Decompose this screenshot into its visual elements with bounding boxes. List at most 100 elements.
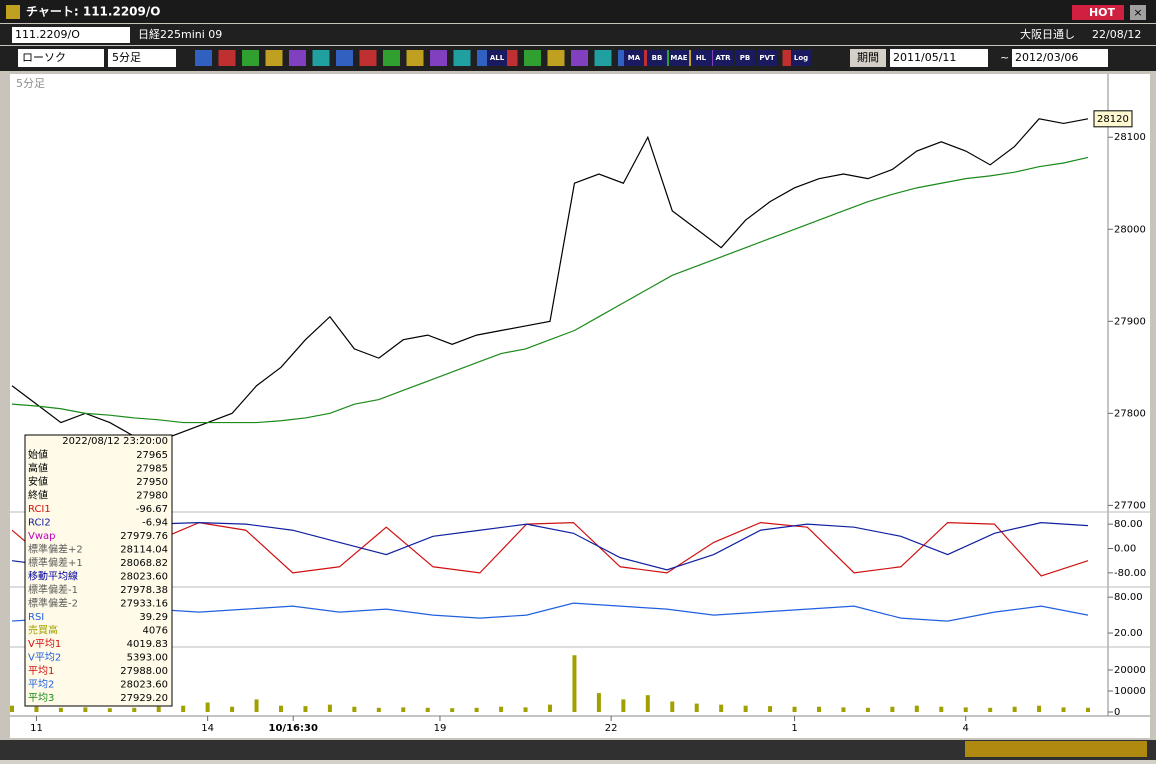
tool-icon[interactable] (453, 50, 471, 66)
tool-button-label: Log (794, 54, 808, 62)
volume-bar (963, 707, 968, 712)
volume-bar (939, 706, 944, 712)
tool-button-label: ALL (490, 54, 505, 62)
tool-button[interactable] (669, 50, 689, 66)
info-label: 標準偏差+2 (28, 543, 83, 556)
tool-button-label: HL (696, 54, 707, 62)
series-line (11, 521, 1089, 577)
y-tick-label: 80.00 (1114, 592, 1143, 603)
series-line (11, 522, 1089, 571)
tool-button-label: PVT (759, 54, 775, 62)
tool-icon[interactable] (524, 50, 541, 66)
header-date: 22/08/12 (1092, 28, 1141, 41)
info-value: 27965 (136, 450, 168, 461)
info-value: 27985 (136, 464, 168, 475)
volume-bar (10, 705, 14, 712)
volume-bar (1086, 707, 1090, 712)
tool-button[interactable] (791, 50, 811, 66)
from-date: 2011/05/11 (893, 51, 956, 64)
volume-bar (205, 702, 210, 712)
tool-icon[interactable] (312, 50, 330, 66)
tool-button[interactable] (757, 50, 777, 66)
info-label: Vwap (28, 531, 56, 542)
series-line (11, 602, 1089, 622)
info-value: -6.94 (142, 518, 168, 529)
info-value: 27929.20 (120, 693, 168, 704)
tool-button[interactable] (624, 50, 644, 66)
tool-icon[interactable] (289, 50, 306, 66)
info-label: RSI (28, 612, 44, 623)
tool-button-label: BB (652, 54, 663, 62)
y-tick-label: 20.00 (1114, 628, 1143, 639)
interval-select[interactable] (108, 49, 176, 67)
info-label: 平均3 (28, 692, 54, 704)
volume-bar (596, 693, 601, 712)
y-tick-label: 0 (1114, 707, 1120, 718)
tool-button[interactable] (713, 50, 733, 66)
volume-bar (327, 704, 332, 712)
scroll-thumb[interactable] (965, 741, 1147, 757)
title-bar (0, 0, 1156, 23)
y-tick-label: 28000 (1114, 224, 1146, 235)
volume-bar (988, 707, 993, 712)
x-tick-label: 11 (30, 723, 43, 734)
series-line (11, 118, 1089, 442)
info-value: 28023.60 (120, 572, 168, 583)
volume-bar (450, 708, 455, 712)
toolbar-icons: ALL MA BB MAE HL ATR PB PVT Log (195, 50, 811, 66)
period-label: 期間 (857, 51, 879, 64)
to-box[interactable] (1012, 49, 1108, 67)
info-label: 始値 (28, 448, 48, 461)
hot-button[interactable] (1072, 5, 1124, 20)
chart-type: ローソク (22, 51, 66, 64)
info-value: 27980 (136, 491, 168, 502)
tool-button[interactable] (691, 50, 711, 66)
period-button[interactable] (850, 49, 886, 67)
volume-bar (376, 707, 381, 712)
tool-icon[interactable] (195, 50, 212, 66)
volume-bar (719, 704, 724, 712)
info-label: 標準偏差-1 (28, 583, 78, 596)
tool-icon[interactable] (430, 50, 447, 66)
volume-bar (792, 706, 797, 712)
y-tick-label: 27900 (1114, 316, 1146, 327)
close-button[interactable] (1130, 5, 1146, 20)
info-label: V平均2 (28, 652, 61, 664)
info-value: 4019.83 (127, 639, 168, 650)
volume-bar (572, 655, 577, 712)
tool-icon[interactable] (383, 50, 400, 66)
tool-button[interactable] (487, 50, 507, 66)
tool-icon[interactable] (547, 50, 565, 66)
volume-bar (83, 707, 88, 712)
tool-icon[interactable] (406, 50, 424, 66)
info-value: 27988.00 (120, 666, 168, 677)
tool-icon[interactable] (242, 50, 259, 66)
volume-bar (181, 705, 186, 712)
tool-icon[interactable] (336, 50, 353, 66)
tool-button[interactable] (647, 50, 667, 66)
volume-bar (694, 703, 699, 712)
y-tick-label: 80.00 (1114, 519, 1143, 530)
period-sep: ~ (1000, 51, 1009, 64)
from-box[interactable] (890, 49, 988, 67)
info-label: 平均1 (28, 665, 54, 677)
tool-icon[interactable] (218, 50, 236, 66)
x-tick-label: 1 (791, 723, 797, 734)
info-value: 5393.00 (127, 653, 168, 664)
symbol-box[interactable] (12, 27, 130, 43)
tool-icon[interactable] (571, 50, 588, 66)
info-label: 平均2 (28, 679, 54, 691)
app-icon (6, 5, 20, 19)
chart-type-select[interactable] (18, 49, 104, 67)
tool-button[interactable] (735, 50, 755, 66)
market: 大阪日通し (1020, 27, 1075, 41)
interval-caption: 5分足 (16, 77, 45, 90)
hot-label: HOT (1089, 6, 1116, 19)
volume-bar (107, 708, 112, 712)
scrollbar[interactable] (0, 740, 1156, 760)
tool-icon[interactable] (594, 50, 612, 66)
tool-icon[interactable] (359, 50, 377, 66)
x-tick-label: 14 (201, 723, 214, 734)
tool-icon[interactable] (265, 50, 283, 66)
